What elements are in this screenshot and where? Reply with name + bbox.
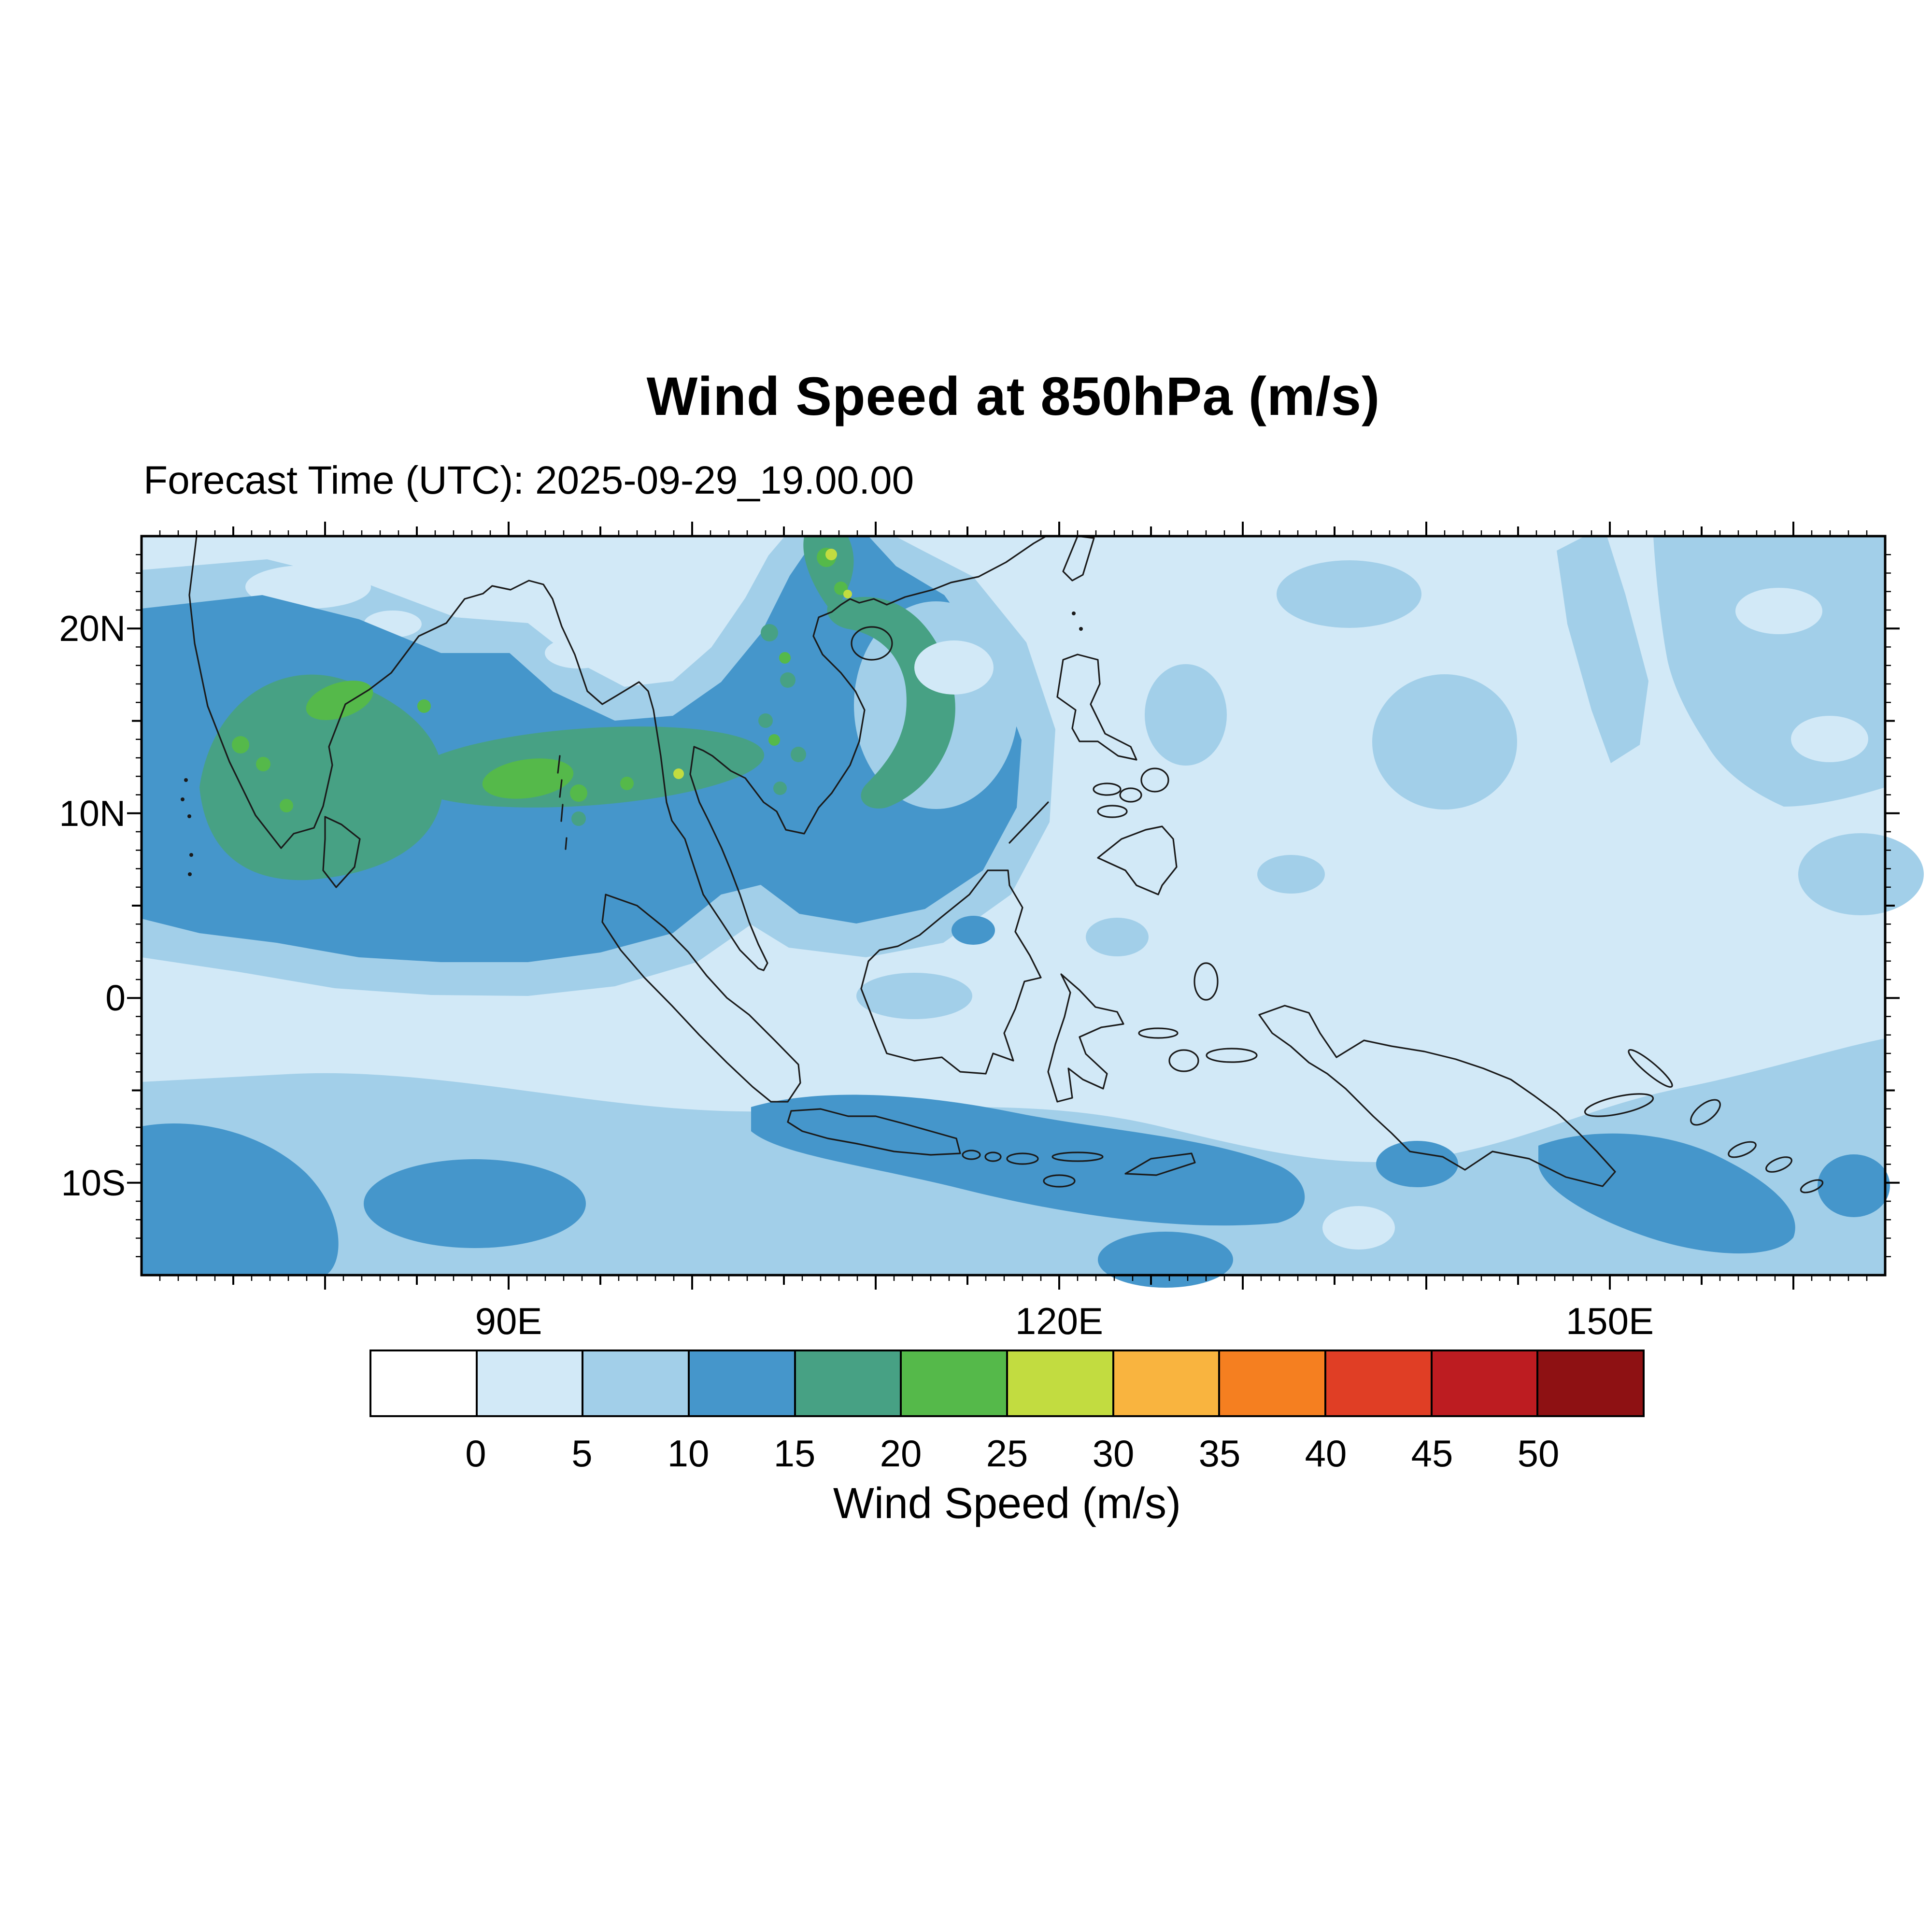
colorbar-tick-label: 25 [986,1432,1028,1475]
forecast-time-label: Forecast Time (UTC): 2025-09-29_19.00.00 [143,458,914,502]
coast-sumbawa [1006,1152,1039,1165]
colorbar-tick-label: 30 [1092,1432,1135,1475]
colorbar-cell [688,1351,794,1415]
x-axis-tick-label: 90E [475,1300,542,1342]
coast-luzon [1056,653,1137,761]
coast-new-ireland [1628,1049,1673,1088]
coast-hainan [851,626,893,661]
colorbar-cell [900,1351,1007,1415]
y-axis-tick-label: 10N [59,793,126,834]
y-axis-tick-label: 10S [61,1162,126,1203]
fill-holes-0-5 [245,536,1868,1250]
colorbar-tick-label: 50 [1517,1432,1560,1475]
fill-level-25-30 [673,549,852,779]
colorbar-cell [1006,1351,1112,1415]
coast-taiwan [1062,535,1095,582]
coast-solomon-1 [1728,1141,1757,1158]
coast-sumatra [601,894,801,1103]
colorbar-cell [371,1351,476,1415]
colorbar-cell [794,1351,900,1415]
colorbar-tick-label: 15 [773,1432,816,1475]
coast-solomon-2 [1765,1156,1792,1173]
coast-lombok [984,1151,1002,1162]
coast-bali [962,1150,981,1160]
colorbar-cell [1536,1351,1643,1415]
coast-halmahera [1193,962,1219,1001]
y-axis-tick-label: 0 [105,978,126,1019]
coast-new-guinea [1258,1005,1616,1187]
coast-flores [1051,1151,1104,1162]
coast-asia-mainland [188,535,1047,971]
coast-sula [1138,1027,1179,1039]
coast-visayas-2 [1119,787,1142,803]
coast-andaman-nicobar [557,755,568,850]
colorbar-tick-label: 0 [465,1432,486,1475]
coast-sulawesi [1047,973,1124,1103]
colorbar-tick-labels: 0 5 10 15 20 25 30 35 40 45 50 [369,1417,1645,1475]
chart-title: Wind Speed at 850hPa (m/s) [646,366,1380,426]
colorbar-cell [1430,1351,1537,1415]
coast-palawan [1009,801,1049,844]
y-axis-tick-label: 20N [59,608,126,649]
fill-level-15-20 [199,536,955,881]
coast-solomon-3 [1800,1179,1824,1193]
fill-level-20-25 [232,548,848,812]
colorbar-tick-label: 20 [880,1432,922,1475]
small-islands [181,611,1083,876]
x-axis-tick-label: 150E [1565,1300,1654,1342]
coast-sumba [1043,1174,1076,1188]
coast-bougainville [1690,1099,1721,1126]
coast-visayas-1 [1093,782,1122,796]
colorbar-label: Wind Speed (m/s) [833,1479,1181,1528]
coast-visayas-3 [1097,805,1128,818]
coast-timor [1124,1152,1196,1176]
colorbar-tick-label: 45 [1411,1432,1453,1475]
colorbar-cell [1324,1351,1431,1415]
coast-java [787,1108,961,1156]
coast-samar [1140,767,1169,793]
map-plot-area: 20N 10N 0 10S 90E 120E 150E [59,522,1924,1342]
colorbar-tick-label: 5 [571,1432,593,1475]
coast-mindanao [1097,825,1178,895]
map-frame [140,535,1887,1277]
colorbar-tick-label: 35 [1198,1432,1241,1475]
coast-seram [1206,1048,1258,1063]
coast-sri-lanka [322,816,361,888]
colorbar-cells [369,1350,1645,1417]
coast-buru [1168,1049,1199,1072]
colorbar-tick-label: 10 [667,1432,710,1475]
x-axis-tick-label: 120E [1015,1300,1104,1342]
colorbar-cell [1112,1351,1219,1415]
colorbar-cell [582,1351,688,1415]
coast-borneo [860,869,1042,1075]
colorbar: 0 5 10 15 20 25 30 35 40 45 50 Wind Speed (m/s) [369,1350,1645,1529]
colorbar-cell [475,1351,582,1415]
coastlines [188,535,1824,1193]
colorbar-tick-label: 40 [1305,1432,1347,1475]
wind-speed-contour-map [127,522,1924,1290]
colorbar-cell [1218,1351,1325,1415]
fill-calm-eye [914,640,994,695]
coast-new-britain [1584,1093,1654,1117]
